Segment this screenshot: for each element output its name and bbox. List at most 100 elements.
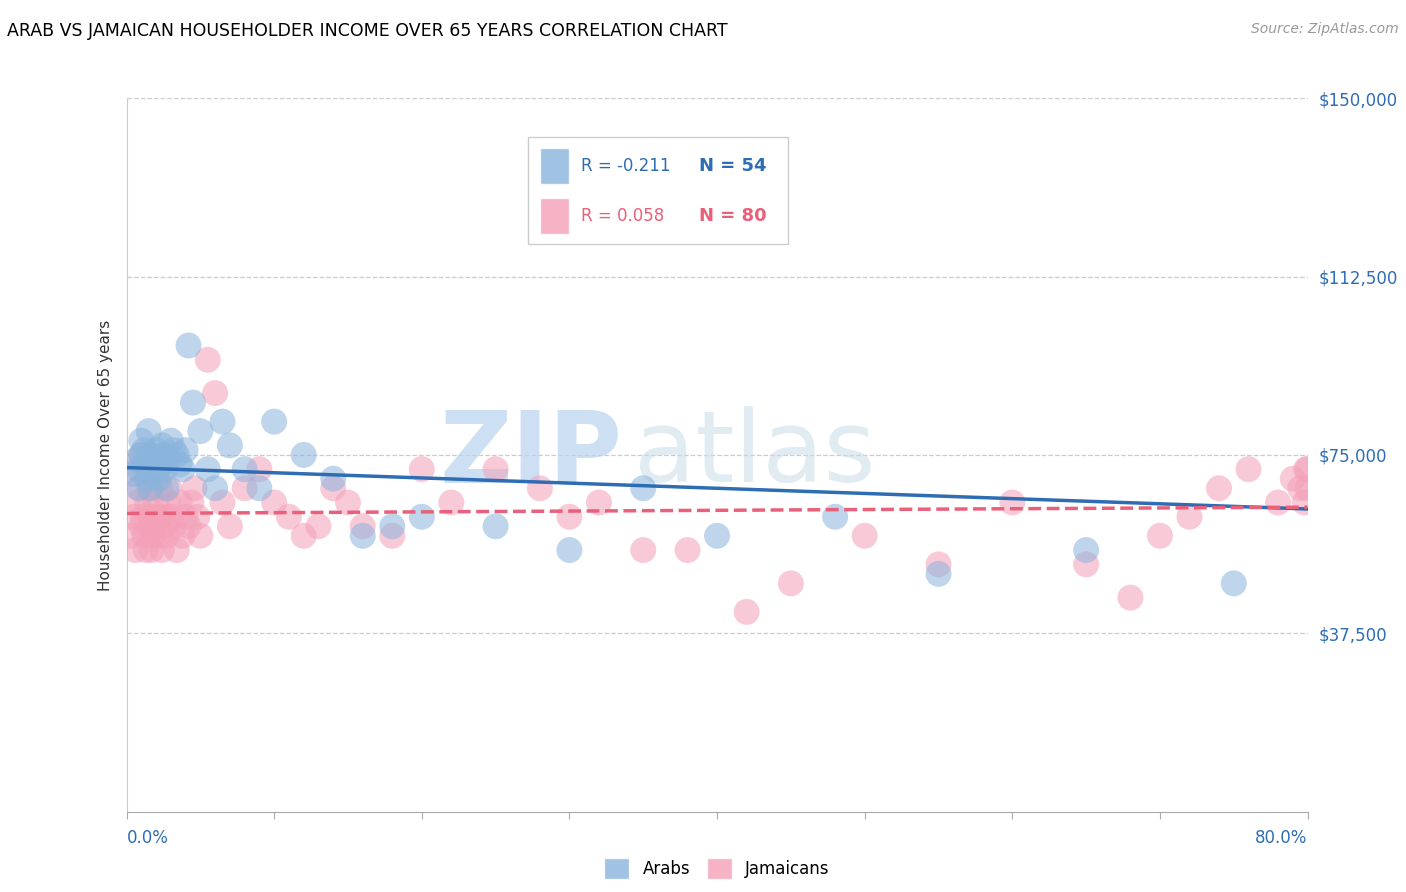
Point <box>292 529 315 543</box>
Point <box>156 452 179 467</box>
Point <box>292 448 315 462</box>
Point <box>853 529 876 543</box>
Point <box>134 443 156 458</box>
Point <box>219 438 242 452</box>
Point <box>1119 591 1142 605</box>
Point <box>163 443 186 458</box>
Point <box>188 529 211 543</box>
Point <box>136 472 159 486</box>
Point <box>163 519 186 533</box>
Point <box>122 509 145 524</box>
Point <box>172 529 194 543</box>
Point <box>174 509 197 524</box>
Point <box>197 352 219 367</box>
Point <box>1282 472 1305 486</box>
Point <box>139 509 162 524</box>
Point <box>138 462 160 476</box>
Point <box>138 519 160 533</box>
Point <box>125 462 148 476</box>
Point <box>676 543 699 558</box>
Point <box>484 462 508 476</box>
Legend: Arabs, Jamaicans: Arabs, Jamaicans <box>598 852 837 886</box>
Point <box>141 448 163 462</box>
Point <box>172 462 194 476</box>
Point <box>183 481 205 495</box>
Point <box>124 543 146 558</box>
Point <box>150 543 173 558</box>
Point <box>219 519 242 533</box>
Point <box>127 495 149 509</box>
Point <box>631 481 654 495</box>
Point <box>155 481 177 495</box>
Point <box>148 472 170 486</box>
Point <box>928 558 950 572</box>
Text: 0.0%: 0.0% <box>127 829 169 847</box>
Point <box>169 458 191 472</box>
Point <box>1295 462 1317 476</box>
FancyBboxPatch shape <box>529 137 787 244</box>
Text: R = -0.211: R = -0.211 <box>581 157 671 175</box>
Point <box>588 495 610 509</box>
Point <box>1296 462 1319 476</box>
Point <box>211 495 233 509</box>
Point <box>139 481 162 495</box>
Point <box>120 529 142 543</box>
Point <box>1076 558 1098 572</box>
Point <box>381 529 404 543</box>
Point <box>1178 509 1201 524</box>
Y-axis label: Householder Income Over 65 years: Householder Income Over 65 years <box>97 319 112 591</box>
Point <box>1289 481 1312 495</box>
Point <box>143 519 166 533</box>
Text: ZIP: ZIP <box>440 407 623 503</box>
Point <box>129 448 153 462</box>
Point <box>1076 543 1098 558</box>
FancyBboxPatch shape <box>540 198 569 234</box>
Point <box>186 509 208 524</box>
Point <box>278 509 301 524</box>
Point <box>337 495 360 509</box>
Point <box>247 481 270 495</box>
Point <box>779 576 801 591</box>
Point <box>142 529 165 543</box>
Point <box>128 462 150 476</box>
Point <box>122 467 145 481</box>
Point <box>136 495 159 509</box>
Point <box>181 395 204 409</box>
Point <box>558 543 581 558</box>
Point <box>145 443 167 458</box>
Point <box>1294 495 1316 509</box>
Point <box>307 519 329 533</box>
Point <box>1222 576 1246 591</box>
Point <box>735 605 758 619</box>
Point <box>152 509 174 524</box>
Point <box>138 481 160 495</box>
Point <box>529 481 551 495</box>
Text: Source: ZipAtlas.com: Source: ZipAtlas.com <box>1251 22 1399 37</box>
Point <box>149 481 172 495</box>
Point <box>381 519 404 533</box>
Point <box>263 495 285 509</box>
Point <box>129 519 153 533</box>
Point <box>169 495 191 509</box>
Point <box>1001 495 1024 509</box>
FancyBboxPatch shape <box>540 148 569 184</box>
Point <box>174 443 197 458</box>
Point <box>411 509 433 524</box>
Point <box>166 448 188 462</box>
Point <box>127 481 149 495</box>
Point <box>141 543 163 558</box>
Point <box>150 438 173 452</box>
Point <box>558 509 581 524</box>
Point <box>148 529 170 543</box>
Point <box>138 424 160 438</box>
Point <box>204 386 226 401</box>
Point <box>1208 481 1230 495</box>
Point <box>146 462 169 476</box>
Text: ARAB VS JAMAICAN HOUSEHOLDER INCOME OVER 65 YEARS CORRELATION CHART: ARAB VS JAMAICAN HOUSEHOLDER INCOME OVER… <box>7 22 728 40</box>
Point <box>322 472 344 486</box>
Point <box>125 452 148 467</box>
Point <box>132 509 155 524</box>
Point <box>1296 481 1319 495</box>
Point <box>159 434 183 448</box>
Point <box>155 529 177 543</box>
